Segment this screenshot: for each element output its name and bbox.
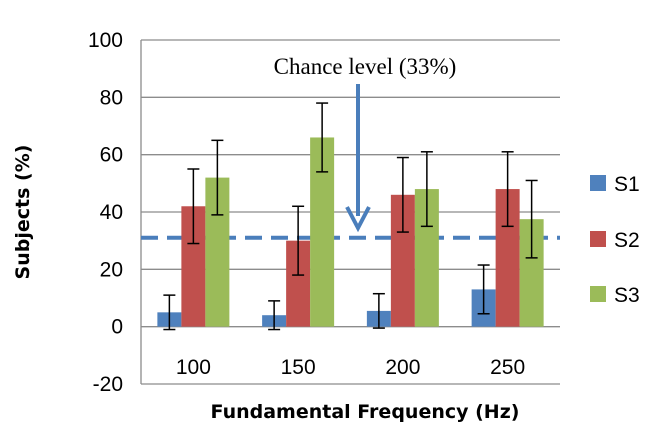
legend-swatch-s1: [590, 175, 606, 191]
y-axis-title: Subjects (%): [12, 145, 34, 280]
x-tick-labels: 100 150 200 250: [176, 356, 525, 379]
error-bars: [163, 102, 538, 331]
x-tick-label: 150: [281, 356, 316, 379]
y-tick-label: 20: [100, 258, 123, 281]
annotation-text: Chance level (33%): [274, 54, 457, 79]
y-tick-labels: -20 0 20 40 60 80 100: [88, 29, 123, 396]
y-tick-label: 80: [100, 86, 123, 109]
y-tick-label: 0: [111, 316, 123, 339]
legend-swatch-s3: [590, 286, 606, 302]
legend-label-s2: S2: [614, 229, 640, 252]
legend-label-s3: S3: [614, 284, 640, 307]
legend: S1 S2 S3: [590, 173, 640, 307]
y-tick-label: 60: [100, 144, 123, 167]
bars: [157, 137, 544, 327]
x-tick-label: 100: [176, 356, 211, 379]
y-tick-label: 100: [88, 29, 123, 52]
legend-swatch-s2: [590, 231, 606, 247]
x-axis-title: Fundamental Frequency (Hz): [211, 401, 520, 423]
x-tick-label: 200: [385, 356, 420, 379]
y-tick-label: -20: [93, 373, 123, 396]
y-tick-label: 40: [100, 201, 123, 224]
legend-label-s1: S1: [614, 173, 640, 196]
annotation-arrow-head: [345, 206, 371, 233]
chance-level-annotation: Chance level (33%): [274, 54, 457, 233]
x-tick-label: 250: [490, 356, 525, 379]
